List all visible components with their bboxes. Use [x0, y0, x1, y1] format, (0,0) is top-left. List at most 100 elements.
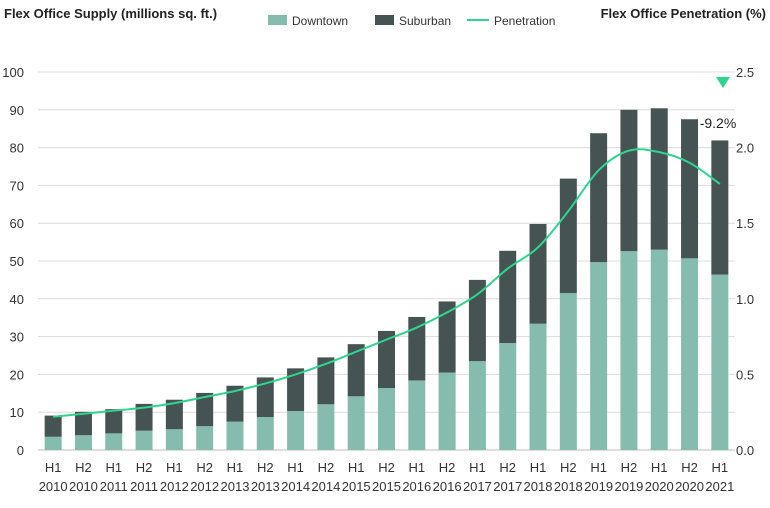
x-tick-year: 2014: [281, 479, 310, 494]
bar-downtown: [44, 436, 62, 450]
bar-suburban: [438, 301, 456, 373]
x-tick-year: 2020: [675, 479, 704, 494]
x-tick-year: 2012: [160, 479, 189, 494]
x-tick-half: H2: [378, 460, 395, 475]
left-tick-label: 10: [10, 405, 24, 420]
bar-downtown: [165, 429, 183, 450]
x-axis-ticks: H1 2010 H2 2010 H1 2011 H2 2011 H1 2012 H2 2012 H1 20…: [39, 460, 735, 494]
bar-suburban: [44, 415, 62, 437]
annotation: -9.2%: [700, 77, 737, 131]
left-tick-label: 70: [10, 178, 24, 193]
bar-downtown: [287, 411, 305, 450]
x-tick-half: H1: [651, 460, 668, 475]
left-tick-label: 80: [10, 141, 24, 156]
left-tick-label: 50: [10, 254, 24, 269]
bar-suburban: [590, 133, 608, 263]
x-tick-half: H1: [45, 460, 62, 475]
bar-suburban: [529, 223, 547, 324]
x-tick-half: H2: [196, 460, 213, 475]
bar-suburban: [711, 140, 729, 275]
x-tick-year: 2013: [251, 479, 280, 494]
bar-suburban: [317, 357, 335, 405]
bar-downtown: [105, 433, 123, 450]
x-tick-year: 2019: [584, 479, 613, 494]
x-tick-year: 2012: [190, 479, 219, 494]
bar-suburban: [347, 344, 365, 397]
bar-suburban: [650, 108, 668, 250]
bar-downtown: [378, 388, 395, 450]
right-tick-label: 2.0: [736, 141, 754, 156]
x-tick-half: H2: [257, 460, 274, 475]
bar-downtown: [590, 262, 608, 450]
bar-suburban: [287, 368, 305, 412]
bar-suburban: [559, 178, 577, 294]
left-tick-label: 40: [10, 292, 24, 307]
bar-downtown: [74, 435, 92, 450]
bar-suburban: [681, 119, 699, 259]
bar-downtown: [256, 417, 274, 450]
bar-suburban: [378, 330, 395, 389]
left-tick-label: 60: [10, 216, 24, 231]
right-tick-label: 1.5: [736, 216, 754, 231]
right-tick-label: 1.0: [736, 292, 754, 307]
x-tick-half: H1: [287, 460, 304, 475]
x-tick-year: 2019: [614, 479, 643, 494]
left-tick-label: 0: [17, 443, 24, 458]
x-tick-half: H1: [348, 460, 365, 475]
right-tick-label: 2.5: [736, 65, 754, 80]
x-tick-year: 2010: [39, 479, 68, 494]
x-tick-year: 2018: [554, 479, 583, 494]
x-tick-year: 2015: [342, 479, 371, 494]
legend-swatch-downtown: [268, 15, 287, 25]
x-tick-year: 2011: [130, 479, 158, 494]
down-triangle-icon: [716, 77, 730, 88]
bar-downtown: [226, 421, 244, 450]
x-tick-half: H2: [499, 460, 516, 475]
x-tick-half: H2: [75, 460, 92, 475]
bar-suburban: [256, 377, 274, 418]
left-tick-label: 100: [2, 65, 24, 80]
bar-suburban: [165, 399, 183, 430]
x-tick-year: 2016: [402, 479, 431, 494]
x-tick-year: 2011: [100, 479, 128, 494]
left-axis-ticks: 0 10 20 30 40 50 60 70 80 90 100: [2, 65, 24, 458]
bars: [44, 108, 729, 450]
penetration-series: [53, 148, 721, 418]
left-axis-title: Flex Office Supply (millions sq. ft.): [4, 6, 217, 21]
bar-downtown: [317, 404, 335, 450]
bar-downtown: [681, 258, 699, 450]
left-tick-label: 90: [10, 103, 24, 118]
x-tick-year: 2021: [705, 479, 734, 494]
legend-swatch-suburban: [375, 15, 394, 25]
bar-suburban: [408, 316, 426, 381]
x-tick-year: 2013: [221, 479, 250, 494]
x-tick-half: H1: [530, 460, 547, 475]
x-tick-year: 2010: [69, 479, 98, 494]
bar-downtown: [408, 380, 426, 450]
x-tick-half: H2: [136, 460, 153, 475]
x-tick-year: 2014: [311, 479, 340, 494]
x-tick-half: H1: [105, 460, 122, 475]
bar-downtown: [499, 343, 517, 450]
x-tick-year: 2020: [645, 479, 674, 494]
left-tick-label: 20: [10, 367, 24, 382]
x-tick-year: 2016: [433, 479, 462, 494]
x-tick-year: 2017: [493, 479, 522, 494]
bar-suburban: [226, 385, 244, 422]
x-tick-half: H2: [560, 460, 577, 475]
bar-suburban: [135, 403, 153, 431]
bar-downtown: [468, 361, 486, 450]
x-tick-half: H2: [621, 460, 638, 475]
bar-downtown: [559, 293, 577, 450]
x-tick-half: H1: [712, 460, 729, 475]
bar-downtown: [135, 430, 153, 450]
annotation-label: -9.2%: [700, 115, 737, 131]
x-tick-year: 2015: [372, 479, 401, 494]
x-tick-half: H1: [166, 460, 183, 475]
bar-downtown: [196, 426, 214, 450]
bar-downtown: [620, 251, 638, 450]
x-tick-half: H2: [318, 460, 335, 475]
x-tick-half: H2: [681, 460, 698, 475]
right-axis-ticks: 0.0 0.5 1.0 1.5 2.0 2.5: [736, 65, 754, 458]
